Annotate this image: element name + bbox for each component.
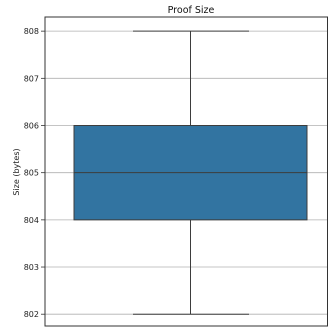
chart-title: Proof Size (168, 5, 215, 16)
y-axis-ticks: 802 803 804 805 806 807 808 (24, 27, 45, 319)
tick-label-807: 807 (24, 74, 39, 83)
tick-label-808: 808 (24, 27, 39, 36)
box-plot (73, 30, 308, 315)
tick-label-803: 803 (24, 263, 39, 272)
tick-label-804: 804 (24, 216, 39, 225)
tick-label-805: 805 (24, 169, 39, 178)
tick-label-802: 802 (24, 310, 39, 319)
y-axis-label: Size (bytes) (12, 148, 21, 195)
tick-label-806: 806 (24, 122, 39, 131)
